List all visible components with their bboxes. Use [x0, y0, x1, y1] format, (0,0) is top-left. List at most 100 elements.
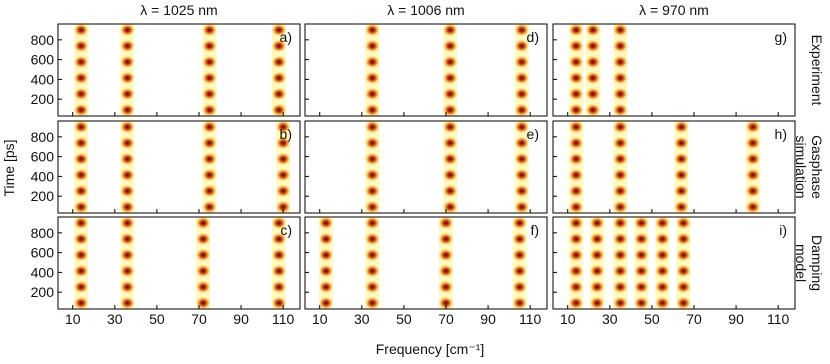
row-label: Gasphasesimulation [793, 135, 825, 199]
peak-blob [655, 297, 670, 309]
peak [514, 24, 529, 116]
x-axis-label: Frequency [cm⁻¹] [376, 341, 485, 357]
peak-blob [276, 137, 291, 149]
peak [676, 217, 691, 309]
peak-blob [438, 281, 453, 293]
peak [590, 217, 605, 309]
peak-blob [202, 24, 217, 36]
panel-label: e) [527, 126, 539, 142]
peak-blob [676, 233, 691, 245]
peak-blob [271, 40, 286, 52]
peak-blob [196, 281, 211, 293]
peak [655, 217, 670, 309]
peak-blob [443, 72, 458, 84]
peak-blob [613, 249, 628, 261]
peak-blob [271, 56, 286, 68]
peak [271, 217, 286, 309]
peak-blob [585, 24, 600, 36]
peak-blob [74, 297, 89, 309]
peak-blob [674, 185, 689, 197]
peak-blob [512, 249, 527, 261]
peak-blob [319, 281, 334, 293]
peak-blob [514, 40, 529, 52]
y-tick-label: 400 [31, 168, 55, 184]
x-tick-label: 110 [767, 311, 790, 327]
peak-blob [319, 249, 334, 261]
peak-blob [74, 121, 89, 133]
peak-blob [120, 233, 135, 245]
peak-blob [365, 137, 380, 149]
peak-blob [276, 169, 291, 181]
panel-frame [304, 120, 548, 214]
peak-blob [676, 249, 691, 261]
peak-blob [74, 265, 89, 277]
peak-blob [365, 56, 380, 68]
peak-band [655, 217, 670, 309]
peak [438, 217, 453, 309]
peak-blob [120, 201, 135, 213]
peak-blob [365, 281, 380, 293]
peak-blob [613, 233, 628, 245]
peak-blob [569, 104, 584, 116]
peak-blob [319, 297, 334, 309]
peak [514, 121, 529, 213]
peak-blob [613, 121, 628, 133]
peak-blob [365, 121, 380, 133]
peak-band [745, 121, 760, 213]
peak-blob [74, 24, 89, 36]
peak-blob [569, 249, 584, 261]
x-tick-label: 30 [107, 311, 123, 327]
peak [569, 121, 584, 213]
heatmap [319, 217, 527, 309]
peak [613, 121, 628, 213]
peak-blob [674, 121, 689, 133]
panel-label: a) [280, 29, 292, 45]
peak-blob [613, 217, 628, 229]
peak-blob [514, 201, 529, 213]
peak-blob [202, 169, 217, 181]
peak-band [569, 217, 584, 309]
peak-blob [319, 217, 334, 229]
peak [365, 121, 380, 213]
peak-blob [74, 281, 89, 293]
peak-blob [514, 104, 529, 116]
peak-band [365, 24, 380, 116]
peak-blob [676, 265, 691, 277]
peak-blob [569, 217, 584, 229]
peak-band [120, 217, 135, 309]
peak-blob [443, 137, 458, 149]
peak-blob [365, 88, 380, 100]
peak-blob [271, 249, 286, 261]
peak-blob [443, 121, 458, 133]
peak-blob [655, 281, 670, 293]
peak-blob [569, 201, 584, 213]
peak-blob [196, 297, 211, 309]
peak-blob [569, 169, 584, 181]
peak [276, 121, 291, 213]
peak-blob [655, 233, 670, 245]
peak [271, 24, 286, 116]
peak-blob [585, 56, 600, 68]
peak [365, 24, 380, 116]
x-tick-label: 50 [644, 311, 660, 327]
peak [634, 217, 649, 309]
peak-blob [202, 72, 217, 84]
peak-blob [74, 72, 89, 84]
peak-blob [365, 233, 380, 245]
panel-bg [305, 24, 547, 116]
peak-blob [569, 265, 584, 277]
peak-blob [569, 24, 584, 36]
peak-blob [676, 217, 691, 229]
peak [674, 121, 689, 213]
peak-blob [514, 169, 529, 181]
peak-blob [365, 217, 380, 229]
peak-blob [613, 88, 628, 100]
panel-label: c) [280, 222, 292, 238]
panel-bg [58, 24, 300, 116]
panel-bg [305, 217, 547, 309]
peak-blob [438, 265, 453, 277]
panel-label: h) [775, 126, 787, 142]
peak-band [196, 217, 211, 309]
peak-blob [569, 281, 584, 293]
peak-blob [120, 56, 135, 68]
